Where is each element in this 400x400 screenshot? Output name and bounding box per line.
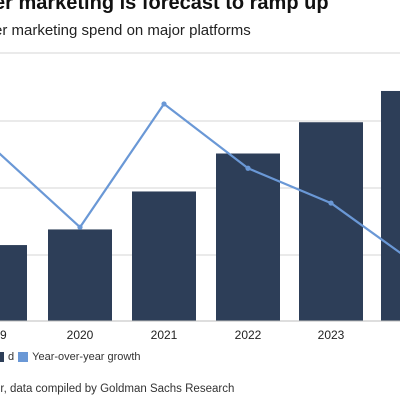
bar-2019 [0, 245, 27, 321]
legend-label-line: Year-over-year growth [32, 351, 141, 363]
bar-2024 [381, 90, 400, 321]
growth-line [0, 102, 400, 255]
bar-2022 [216, 153, 280, 321]
chart-title: er marketing is forecast to ramp up [0, 0, 329, 14]
growth-point-2021 [161, 101, 167, 107]
growth-point-2022 [245, 165, 251, 171]
x-tick-label: 2021 [151, 328, 178, 342]
growth-point-2020 [77, 224, 83, 230]
source-note: er, data compiled by Goldman Sachs Resea… [0, 383, 235, 395]
bar-2023 [299, 122, 363, 321]
growth-point-2023 [328, 200, 334, 206]
x-tick-label: 9 [0, 328, 7, 342]
legend: d Year-over-year growth [0, 349, 141, 365]
chart-subtitle: er marketing spend on major platforms [0, 22, 251, 39]
legend-item-line: Year-over-year growth [14, 351, 141, 363]
legend-item-bar: d [0, 351, 14, 363]
bar-2020 [48, 229, 112, 321]
legend-swatch-bar [0, 352, 4, 362]
legend-label-bar: d [8, 351, 15, 363]
legend-swatch-line [18, 352, 29, 362]
x-tick-label: 2020 [67, 328, 94, 342]
bar-2021 [132, 191, 196, 321]
x-tick-label: 2023 [318, 328, 345, 342]
x-tick-label: 2022 [235, 328, 262, 342]
